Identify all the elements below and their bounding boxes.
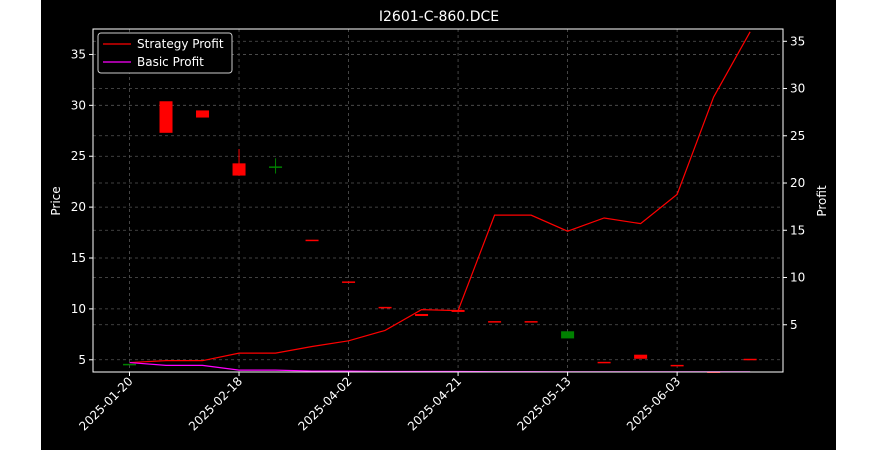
y-right-tick-label: 30 <box>790 82 805 96</box>
legend: Strategy Profit Basic Profit <box>97 32 233 74</box>
y-right-tick-label: 25 <box>790 129 805 143</box>
y-right-tick-label: 20 <box>790 176 805 190</box>
candle-body-15 <box>670 364 684 367</box>
y-left-tick-label: 30 <box>71 98 86 112</box>
candle-body-17 <box>743 358 757 361</box>
candle-layer <box>123 101 757 373</box>
y-right-tick-label: 5 <box>790 318 798 332</box>
candle-body-4 <box>269 166 283 168</box>
candle-body-1 <box>159 101 173 133</box>
legend-label-strategy-profit: Strategy Profit <box>137 37 224 51</box>
candle-body-14 <box>634 354 648 359</box>
candle-body-6 <box>342 281 356 283</box>
y-left-tick-label: 15 <box>71 251 86 265</box>
y-left-tick-label: 20 <box>71 200 86 214</box>
plot-frame <box>92 28 784 373</box>
series-line-strategy-profit <box>129 31 751 364</box>
y-axis-right-label: Profit <box>815 185 829 217</box>
y-left-tick-label: 10 <box>71 302 86 316</box>
candle-body-10 <box>488 321 502 323</box>
candle-body-13 <box>597 361 611 364</box>
candle-body-12 <box>561 331 575 339</box>
y-right-tick-label: 15 <box>790 223 805 237</box>
candle-body-5 <box>305 239 319 242</box>
y-left-tick-label: 25 <box>71 149 86 163</box>
y-axis-left-label: Price <box>49 186 63 215</box>
candle-body-0 <box>123 363 137 366</box>
candle-body-3 <box>232 163 246 176</box>
y-left-tick-label: 5 <box>78 353 86 367</box>
legend-label-basic-profit: Basic Profit <box>137 55 204 69</box>
chart-title: I2601-C-860.DCE <box>379 9 499 25</box>
figure-background <box>41 0 836 450</box>
legend-box <box>97 32 233 74</box>
candle-body-2 <box>196 110 210 118</box>
candle-body-8 <box>415 313 429 317</box>
candle-body-11 <box>524 321 538 323</box>
y-right-tick-label: 35 <box>790 34 805 48</box>
y-left-tick-label: 35 <box>71 47 86 61</box>
candle-body-7 <box>378 306 392 309</box>
y-right-tick-label: 10 <box>790 271 805 285</box>
